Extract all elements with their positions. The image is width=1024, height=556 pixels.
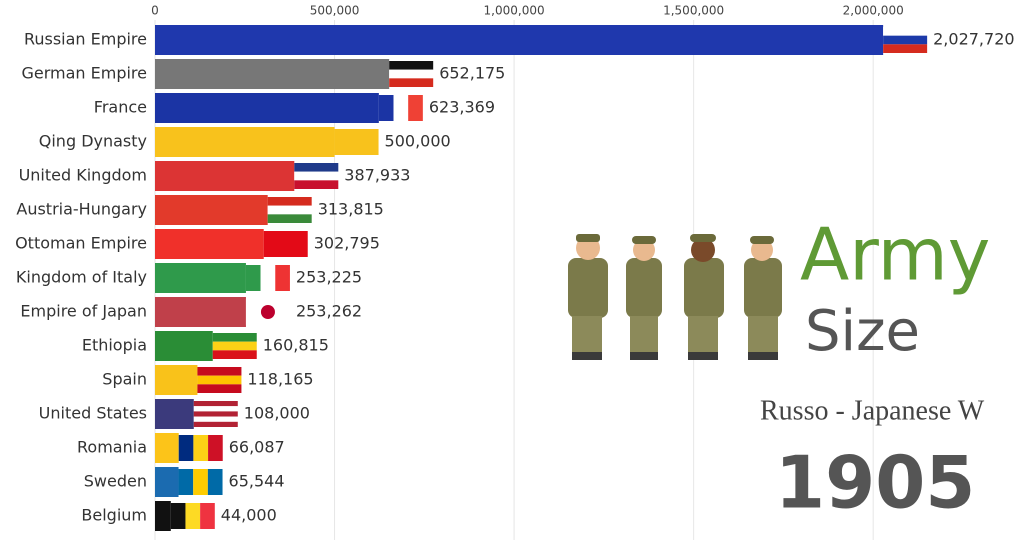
- flag-stripe: [883, 27, 928, 36]
- flag-stripe: [207, 469, 223, 495]
- flag-stripe: [193, 421, 238, 427]
- x-tick-label: 500,000: [310, 4, 360, 18]
- flag-stripe: [378, 95, 394, 121]
- category-label: Ethiopia: [82, 336, 147, 355]
- category-label: Kingdom of Italy: [16, 268, 147, 287]
- flag-stripe: [193, 411, 238, 417]
- bar: [155, 263, 246, 293]
- category-label: France: [94, 98, 147, 117]
- bar: [155, 331, 213, 361]
- bar: [155, 365, 198, 395]
- value-label: 2,027,720: [933, 30, 1014, 49]
- value-label: 313,815: [318, 200, 384, 219]
- category-label: Romania: [77, 438, 147, 457]
- value-label: 118,165: [247, 370, 313, 389]
- flag-stripe: [212, 333, 257, 342]
- flag-sun: [260, 305, 275, 319]
- flag-stripe: [883, 44, 928, 53]
- flag-stripe: [883, 35, 928, 45]
- x-tick-label: 0: [151, 4, 159, 18]
- bar: [155, 127, 335, 157]
- bar: [155, 59, 390, 89]
- flag-stripe: [408, 95, 423, 121]
- flag-stripe: [389, 61, 434, 70]
- value-label: 66,087: [229, 438, 285, 457]
- flag-stripe: [389, 69, 434, 79]
- value-label: 253,225: [296, 268, 362, 287]
- bar: [155, 195, 268, 225]
- flag-stripe: [193, 435, 209, 461]
- flag-stripe: [193, 469, 208, 495]
- flag-stripe: [212, 341, 257, 351]
- category-label: Sweden: [84, 472, 147, 491]
- category-label: Belgium: [81, 506, 147, 525]
- bar: [155, 25, 884, 55]
- soldiers: [568, 234, 782, 360]
- flag-stripe: [197, 375, 242, 385]
- bar: [155, 501, 171, 531]
- category-label: German Empire: [21, 64, 147, 83]
- flag-stripe: [294, 163, 339, 172]
- heading: Army: [800, 213, 990, 297]
- value-label: 652,175: [439, 64, 505, 83]
- bar: [155, 297, 246, 327]
- event: Russo - Japanese W: [760, 395, 985, 426]
- bar: [155, 161, 295, 191]
- flag-stripe: [193, 416, 238, 422]
- category-label: Empire of Japan: [20, 302, 147, 321]
- flag-stripe: [200, 503, 215, 529]
- value-label: 302,795: [314, 234, 380, 253]
- category-label: United Kingdom: [19, 166, 147, 185]
- flag-stripe: [294, 180, 339, 189]
- value-label: 44,000: [221, 506, 277, 525]
- flag-stripe: [170, 503, 186, 529]
- bar: [155, 467, 179, 497]
- flag-stripe: [389, 78, 434, 87]
- flag-stripe: [185, 503, 201, 529]
- flag-stripe: [294, 171, 339, 181]
- plot: 0 500,000 1,000,000 1,500,000 2,000,000 Russi…: [15, 4, 1015, 540]
- category-label: Ottoman Empire: [15, 234, 147, 253]
- flag-stripe: [178, 469, 194, 495]
- flag-stripe: [212, 350, 257, 359]
- flag-stripe: [334, 129, 379, 155]
- category-label: Spain: [102, 370, 147, 389]
- value-label: 160,815: [263, 336, 329, 355]
- flag-stripe: [193, 401, 238, 407]
- bar: [155, 399, 194, 429]
- category-label: Qing Dynasty: [39, 132, 147, 151]
- category-label: United States: [39, 404, 147, 423]
- flag-stripe: [267, 214, 312, 223]
- flag-stripe: [197, 367, 242, 376]
- flag-stripe: [193, 406, 238, 412]
- category-label: Russian Empire: [24, 30, 147, 49]
- flag-stripe: [275, 265, 290, 291]
- flag-stripe: [260, 265, 276, 291]
- year: 1905: [775, 441, 975, 525]
- value-label: 108,000: [244, 404, 310, 423]
- value-label: 387,933: [344, 166, 410, 185]
- flag-stripe: [267, 197, 312, 206]
- flag-stripe: [208, 435, 223, 461]
- flag-stripe: [178, 435, 194, 461]
- bar: [155, 229, 264, 259]
- value-label: 65,544: [229, 472, 285, 491]
- flag-stripe: [267, 205, 312, 215]
- x-tick-label: 1,000,000: [484, 4, 545, 18]
- flag-stripe: [245, 265, 261, 291]
- value-label: 623,369: [429, 98, 495, 117]
- subheading: Size: [805, 299, 920, 364]
- flag-stripe: [393, 95, 409, 121]
- value-label: 253,262: [296, 302, 362, 321]
- bar: [155, 93, 379, 123]
- bar: [155, 433, 179, 463]
- category-label: Austria-Hungary: [16, 200, 147, 219]
- x-tick-label: 2,000,000: [843, 4, 904, 18]
- x-tick-label: 1,500,000: [663, 4, 724, 18]
- value-label: 500,000: [385, 132, 451, 151]
- flag-stripe: [263, 231, 308, 257]
- flag-stripe: [197, 384, 242, 393]
